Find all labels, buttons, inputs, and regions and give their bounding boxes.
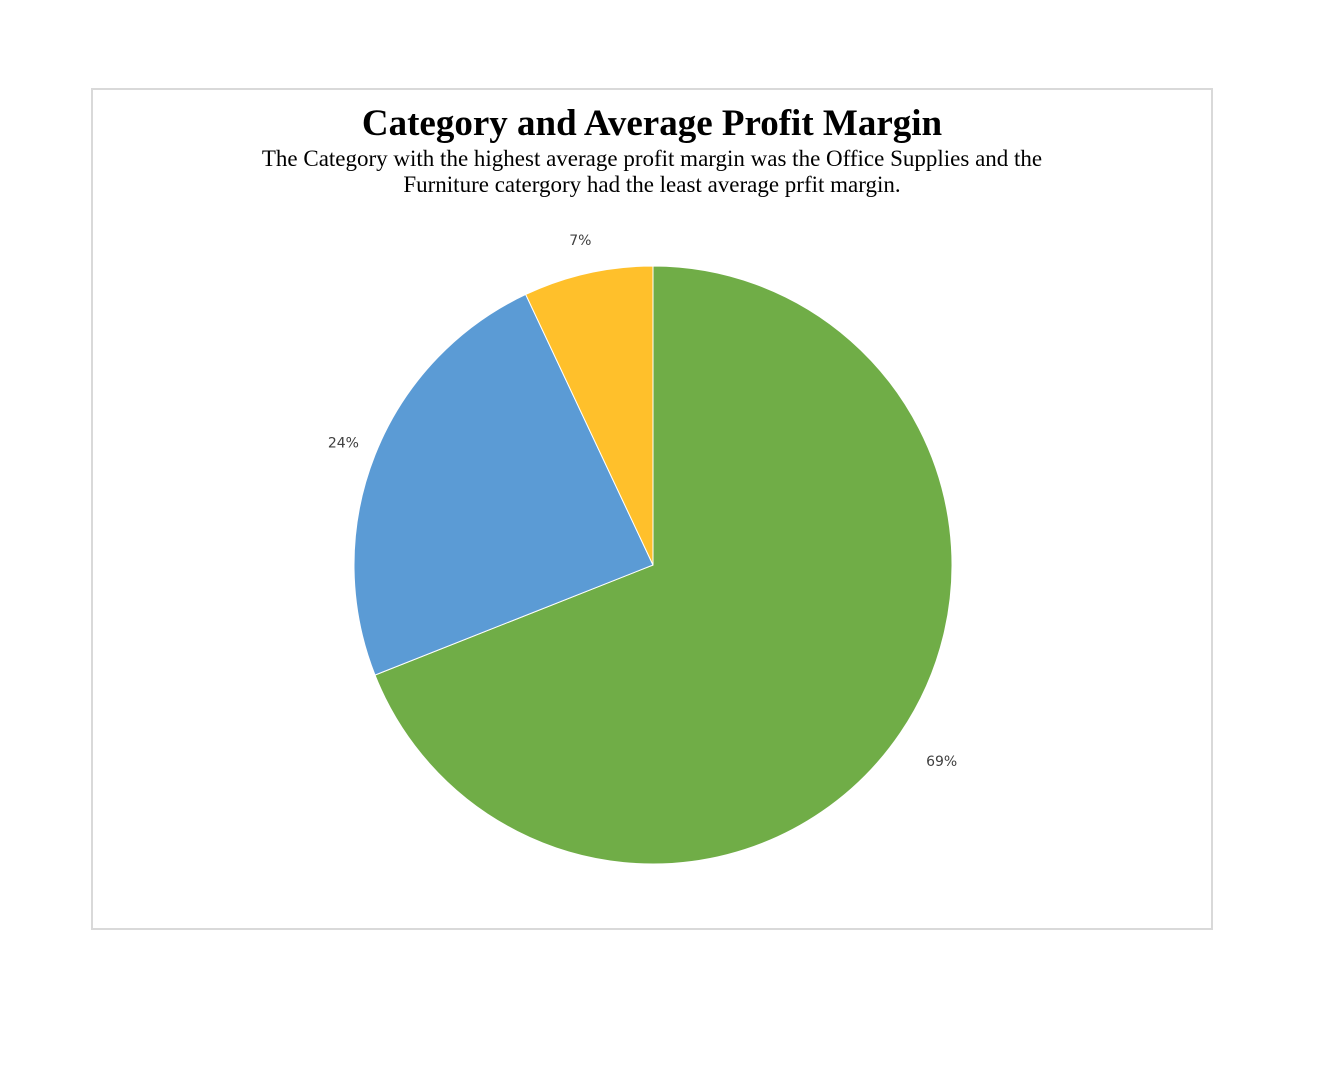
- chart-subtitle: The Category with the highest average pr…: [261, 146, 1043, 197]
- chart-title: Category and Average Profit Margin: [361, 103, 943, 144]
- chart-frame: Category and Average Profit Margin The C…: [91, 88, 1213, 930]
